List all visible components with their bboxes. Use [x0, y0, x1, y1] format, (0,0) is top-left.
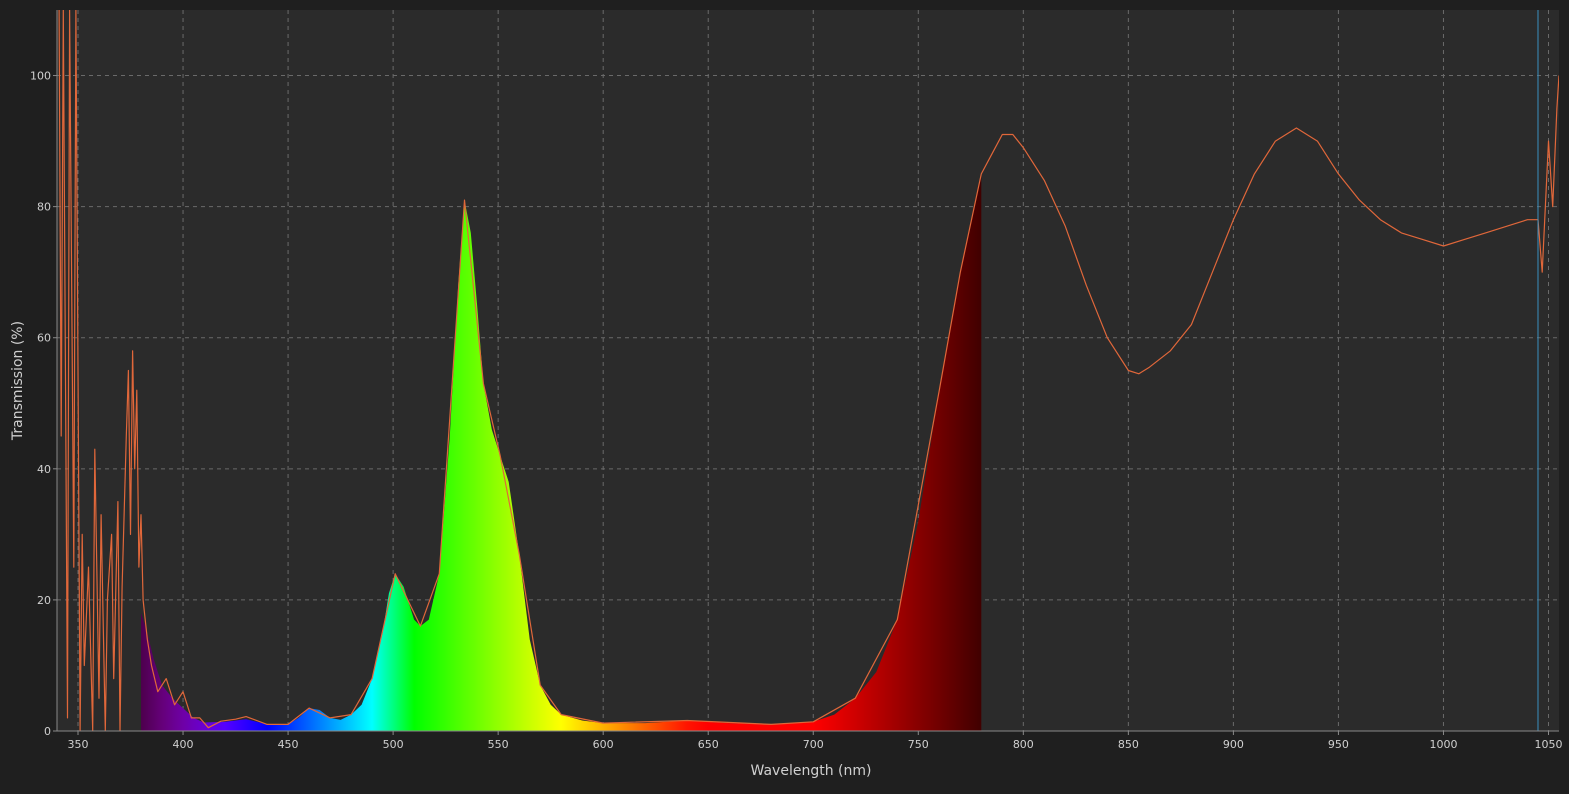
y-tick-label: 60	[37, 332, 51, 345]
y-tick-label: 0	[44, 725, 51, 738]
y-axis-label: Transmission (%)	[10, 321, 26, 441]
y-tick-label: 20	[37, 594, 51, 607]
x-tick-label: 400	[173, 738, 194, 751]
y-tick-label: 80	[37, 201, 51, 214]
x-tick-label: 650	[698, 738, 719, 751]
axes: 350 400 450 500 550 600 650 700 750 800 850 900 950 1…	[30, 10, 1562, 751]
x-tick-label: 850	[1118, 738, 1139, 751]
transmission-curve	[58, 10, 1559, 731]
x-tick-label: 750	[908, 738, 929, 751]
x-tick-label: 550	[488, 738, 509, 751]
x-tick-label: 600	[593, 738, 614, 751]
x-tick-label: 700	[803, 738, 824, 751]
x-tick-label: 1000	[1429, 738, 1457, 751]
spectrum-fill-group	[141, 173, 982, 731]
y-tick-label: 100	[30, 70, 51, 83]
x-axis-label: Wavelength (nm)	[751, 763, 872, 779]
x-tick-label: 950	[1328, 738, 1349, 751]
x-tick-label: 450	[278, 738, 299, 751]
plot-area	[57, 10, 1559, 731]
transmission-curve-group	[58, 10, 1559, 731]
x-tick-label: 1050	[1534, 738, 1562, 751]
x-tick-label: 350	[68, 738, 89, 751]
x-tick-label: 500	[383, 738, 404, 751]
y-tick-label: 40	[37, 463, 51, 476]
x-tick-label: 800	[1013, 738, 1034, 751]
visible-spectrum-area	[141, 173, 982, 731]
x-tick-label: 900	[1223, 738, 1244, 751]
